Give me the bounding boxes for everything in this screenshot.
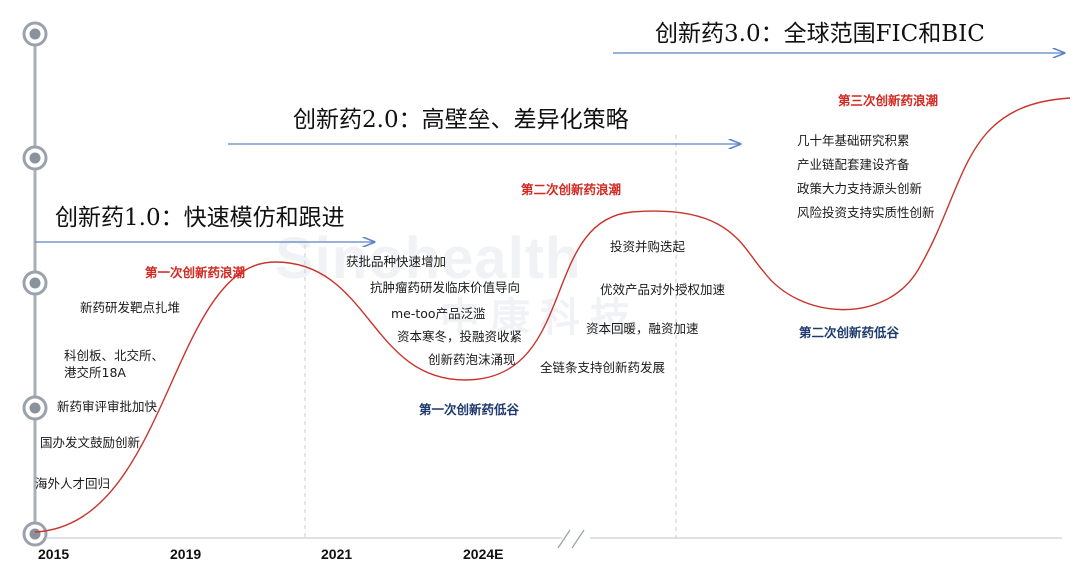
note-item: 国办发文鼓励创新: [40, 435, 141, 450]
wave-label-1: 第一次创新药浪潮: [145, 265, 246, 280]
year-label: 2021: [321, 546, 353, 562]
year-label: 2015: [38, 546, 70, 562]
phase-title-1: 创新药1.0：快速模仿和跟进: [55, 205, 345, 231]
axis-node-icon: [22, 521, 48, 547]
wave-label-2: 第二次创新药浪潮: [521, 182, 622, 197]
note-item: 科创板、北交所、: [64, 348, 165, 363]
note-item: 优效产品对外授权加速: [600, 282, 726, 297]
note-item: 获批品种快速增加: [346, 254, 447, 269]
phase-title-2: 创新药2.0：高壁垒、差异化策略: [293, 107, 629, 133]
note-item: 几十年基础研究积累: [797, 133, 910, 148]
watermark-text-cn: 中康科技: [440, 295, 640, 341]
year-label: 2024E: [463, 546, 504, 562]
note-item: 创新药泡沫涌现: [428, 352, 516, 367]
wave-label-3: 第三次创新药浪潮: [838, 93, 939, 108]
note-item: 港交所18A: [64, 365, 126, 380]
axis-break-icon: [557, 529, 585, 549]
note-item: 抗肿瘤药研发临床价值导向: [370, 280, 521, 295]
year-label: 2019: [170, 546, 202, 562]
note-item: 产业链配套建设齐备: [797, 157, 910, 172]
note-item: 全链条支持创新药发展: [540, 360, 666, 375]
axis-node-icon: [22, 145, 48, 171]
axis-node-icon: [22, 270, 48, 296]
note-item: 新药研发靶点扎堆: [80, 300, 181, 315]
note-item: me-too产品泛滥: [391, 306, 486, 321]
phase-title-3: 创新药3.0：全球范围FIC和BIC: [655, 21, 985, 47]
note-item: 新药审评审批加快: [57, 399, 158, 414]
note-item: 海外人才回归: [35, 476, 111, 491]
trough-label-2: 第二次创新药低谷: [799, 325, 900, 340]
axis-node-icon: [22, 21, 48, 47]
watermark-text: Sinohealth: [275, 226, 582, 291]
note-item: 资本回暖，融资加速: [586, 321, 699, 336]
note-item: 投资并购迭起: [610, 239, 686, 254]
note-item: 风险投资支持实质性创新: [797, 205, 935, 220]
note-item: 资本寒冬，投融资收紧: [397, 329, 523, 344]
trough-label-1: 第一次创新药低谷: [419, 402, 520, 417]
axis-node-icon: [22, 395, 48, 421]
note-item: 政策大力支持源头创新: [797, 181, 923, 196]
trend-curve: [34, 97, 1071, 533]
